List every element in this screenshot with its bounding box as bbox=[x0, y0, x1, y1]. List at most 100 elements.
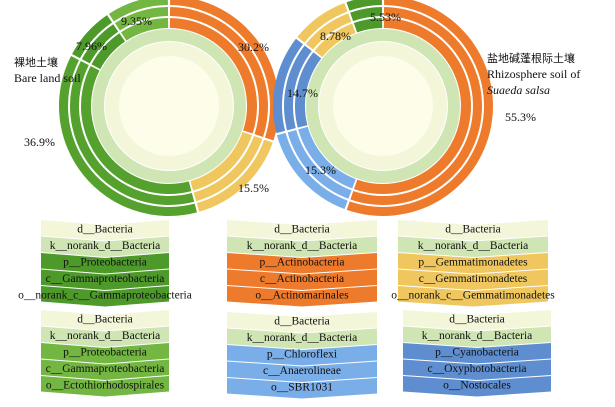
legend-bar bbox=[41, 359, 169, 380]
legend-taxon-label: k__norank_d__Bacteria bbox=[50, 240, 161, 252]
legend-bar bbox=[398, 269, 548, 290]
rhizosphere-slice-4-ring-2 bbox=[346, 0, 382, 11]
legend-bar bbox=[398, 220, 548, 241]
rhizosphere-slice-2-ring-2 bbox=[273, 38, 304, 134]
legend-taxon-label: p__Proteobacteria bbox=[63, 347, 147, 359]
bare-land-slice-2-ring-2 bbox=[59, 56, 197, 217]
legend-bar bbox=[227, 269, 377, 290]
legend-bar bbox=[403, 376, 551, 397]
rhizosphere-pct-label: 15.3% bbox=[305, 163, 336, 177]
legend-taxon-label: d__Bacteria bbox=[274, 224, 330, 236]
legend-bar bbox=[227, 378, 377, 399]
legend-bar bbox=[41, 343, 169, 364]
bare-land-slice-0-ring-2 bbox=[170, 0, 279, 141]
bare-land-slice-3-ring-1 bbox=[81, 24, 119, 64]
legend-taxon-label: o__norank_c__Gammaproteobacteria bbox=[18, 290, 192, 302]
legend-taxon-label: p__Proteobacteria bbox=[63, 257, 147, 269]
taxonomy-legend-group: d__Bacteria k__norank_d__Bacteria p__Prote… bbox=[18, 220, 555, 399]
bare-land-pct-label: 30.2% bbox=[238, 40, 269, 54]
rhizosphere-slice-2-ring-0 bbox=[294, 52, 322, 128]
bare-land-center bbox=[119, 56, 219, 156]
legend-taxon-label: k__norank_d__Bacteria bbox=[422, 330, 533, 342]
legend-taxon-label: p__Gemmatimonadetes bbox=[418, 257, 528, 269]
legend-bar bbox=[227, 286, 377, 307]
bare-land-slice-2-ring-0 bbox=[80, 66, 192, 195]
rhizosphere-slice-1-ring-1 bbox=[287, 129, 352, 199]
rhizosphere-pct-label: 5.53% bbox=[370, 10, 401, 24]
legend-taxon-label: p__Cyanobacteria bbox=[435, 347, 519, 359]
legend-taxon-label: d__Bacteria bbox=[445, 224, 501, 236]
legend-taxon-label: d__Bacteria bbox=[77, 314, 133, 326]
legend-taxon-label: c__Actinobacteria bbox=[260, 273, 344, 285]
rhizosphere-pct-label: 55.3% bbox=[505, 110, 536, 124]
bare-land-slice-4-ring-0 bbox=[120, 18, 169, 41]
bare-land-slice-3-ring-2 bbox=[72, 15, 113, 59]
legend-taxon-label: o__norank_c__Gemmatimonadetes bbox=[391, 290, 555, 302]
legend-bar bbox=[227, 328, 377, 349]
legend-bar bbox=[398, 236, 548, 257]
bare-land-label-en: Bare land soil bbox=[14, 71, 81, 85]
legend-taxon-label: o__Actinomarinales bbox=[255, 290, 349, 302]
legend-bar bbox=[41, 269, 169, 290]
rhizosphere-slice-3-ring-2 bbox=[297, 3, 348, 43]
bare-land-pct-label: 36.9% bbox=[24, 135, 55, 149]
rhizosphere-slice-3-ring-0 bbox=[314, 23, 356, 58]
legend-bar bbox=[41, 236, 169, 257]
bare-land-pct-label: 7.96% bbox=[76, 39, 107, 53]
rhizosphere-slice-4-ring-1 bbox=[350, 7, 383, 22]
bare-land-slice-1-ring-2 bbox=[196, 139, 273, 212]
bare-land-slice-1-ring-0 bbox=[190, 131, 252, 191]
legend-taxon-label: k__norank_d__Bacteria bbox=[50, 330, 161, 342]
donut-chart-rhizosphere bbox=[273, 0, 493, 216]
rhizosphere-center bbox=[333, 56, 433, 156]
bare-land-label-cn: 裸地土壤 bbox=[14, 55, 58, 69]
legend-taxon-label: c__Gammaproteobacteria bbox=[46, 363, 165, 375]
rhizosphere-pct-label: 8.78% bbox=[320, 29, 351, 43]
legend-bar bbox=[403, 359, 551, 380]
legend-taxon-label: c__Gemmatimonadetes bbox=[419, 273, 528, 285]
donut-chart-bare-land bbox=[59, 0, 279, 217]
bare-land-pct-label: 9.35% bbox=[121, 14, 152, 28]
legend-bar bbox=[41, 220, 169, 241]
bare-land-slice-1-ring-1 bbox=[193, 135, 263, 202]
legend-taxon-label: d__Bacteria bbox=[449, 314, 505, 326]
legend-taxon-label: p__Chloroflexi bbox=[267, 349, 337, 361]
legend-taxon-label: c__Gammaproteobacteria bbox=[46, 273, 165, 285]
rhizosphere-slice-1-ring-0 bbox=[298, 126, 356, 189]
rhizosphere-slice-3-ring-1 bbox=[305, 13, 352, 50]
legend-taxon-label: c__Anaerolineae bbox=[263, 365, 341, 377]
bare-land-pct-label: 15.5% bbox=[238, 181, 269, 195]
legend-taxon-label: o__SBR1031 bbox=[271, 382, 333, 394]
bare-land-slice-3-ring-0 bbox=[91, 33, 126, 70]
legend-taxon-label: k__norank_d__Bacteria bbox=[247, 332, 358, 344]
legend-bar bbox=[227, 361, 377, 382]
rhizosphere-label-en: Rhizosphere soil of bbox=[487, 67, 580, 81]
legend-bar bbox=[227, 312, 377, 333]
legend-taxon-label: o__Ectothiorhodospirales bbox=[46, 380, 165, 392]
rhizosphere-pct-label: 14.7% bbox=[287, 86, 318, 100]
legend-bar bbox=[403, 326, 551, 347]
legend-bar bbox=[41, 376, 169, 397]
legend-bar bbox=[41, 286, 169, 307]
bare-land-slice-4-ring-2 bbox=[108, 0, 168, 22]
legend-taxon-label: o__Nostocales bbox=[443, 380, 511, 392]
bare-land-slice-4-ring-1 bbox=[114, 7, 169, 31]
legend-taxon-label: k__norank_d__Bacteria bbox=[418, 240, 529, 252]
legend-taxon-label: d__Bacteria bbox=[274, 316, 330, 328]
rhizosphere-label-cn: 盐地碱蓬根际土壤 bbox=[487, 51, 575, 65]
legend-taxon-label: k__norank_d__Bacteria bbox=[247, 240, 358, 252]
legend-bar bbox=[227, 236, 377, 257]
legend-bar bbox=[41, 253, 169, 274]
rhizosphere-label-species: Suaeda salsa bbox=[487, 83, 550, 97]
legend-bar bbox=[227, 220, 377, 241]
rhizosphere-slice-1-ring-2 bbox=[276, 132, 348, 210]
legend-taxon-label: d__Bacteria bbox=[77, 224, 133, 236]
legend-bar bbox=[41, 326, 169, 347]
legend-bar bbox=[403, 343, 551, 364]
legend-bar bbox=[227, 345, 377, 366]
legend-bar bbox=[41, 310, 169, 331]
legend-bar bbox=[398, 253, 548, 274]
legend-bar bbox=[227, 253, 377, 274]
rhizosphere-slice-4-ring-0 bbox=[353, 18, 383, 33]
